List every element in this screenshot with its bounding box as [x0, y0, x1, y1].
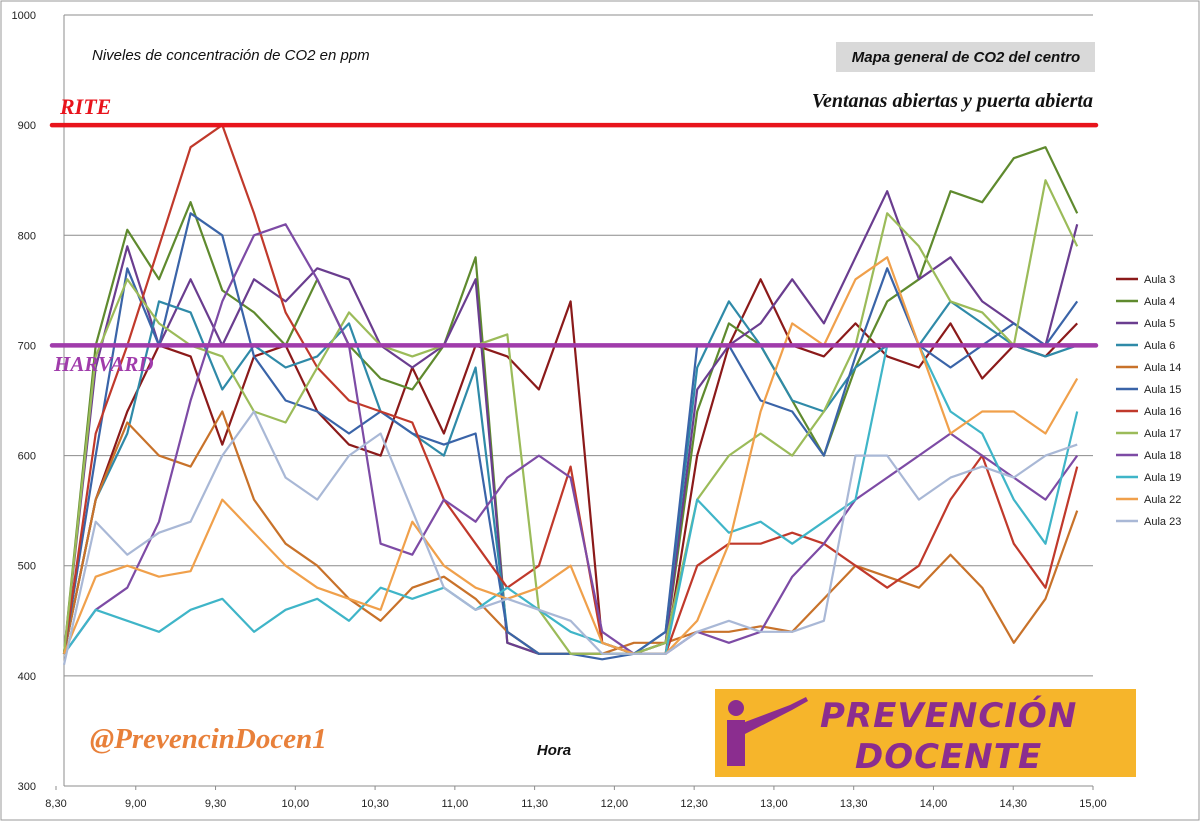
twitter-handle: @PrevencinDocen1 [90, 723, 327, 755]
legend-label: Aula 3 [1144, 274, 1175, 286]
x-tick-label: 9,30 [205, 798, 226, 810]
axes [63, 15, 1093, 787]
y-tick-label: 300 [18, 781, 36, 793]
x-tick-label: 12,30 [680, 798, 708, 810]
y-tick-label: 700 [18, 340, 36, 352]
subtitle-box [836, 42, 1095, 72]
legend-label: Aula 5 [1144, 318, 1175, 330]
legend-label: Aula 16 [1144, 406, 1181, 418]
x-tick-label: 14,30 [999, 798, 1027, 810]
y-tick-label: 500 [18, 561, 36, 573]
condition-label: Ventanas abiertas y puerta abierta [812, 90, 1093, 112]
y-tick-label: 1000 [12, 10, 36, 22]
y-tick-label: 600 [18, 451, 36, 463]
y-tick-label: 900 [18, 120, 36, 132]
prevencion-docente-logo: PREVENCIÓN DOCENTE [715, 689, 1136, 777]
x-axis-label: Hora [537, 742, 571, 759]
legend-label: Aula 4 [1144, 296, 1175, 308]
x-tick-label: 8,30 [45, 798, 66, 810]
chart-subtitle: Mapa general de CO2 del centro [852, 49, 1080, 66]
harvard-label: HARVARD [53, 352, 154, 376]
series-line-aula-17 [62, 179, 1079, 655]
logo-background [715, 689, 1136, 777]
legend-label: Aula 14 [1144, 362, 1181, 374]
x-tick-label: 14,00 [920, 798, 948, 810]
series-line-aula-18 [63, 223, 1079, 655]
legend-label: Aula 15 [1144, 384, 1181, 396]
x-tick-label: 12,00 [601, 798, 629, 810]
series-line-aula-23 [62, 410, 1078, 666]
logo-line-1: PREVENCIÓN [820, 695, 1077, 736]
legend-label: Aula 19 [1144, 472, 1181, 484]
legend-label: Aula 17 [1144, 428, 1181, 440]
series-line-aula-3 [62, 278, 1078, 655]
x-tick-label: 13,00 [760, 798, 788, 810]
chart-title: Niveles de concentración de CO2 en ppm [92, 47, 370, 64]
rite-label: RITE [59, 94, 111, 119]
logo-line-2: DOCENTE [855, 737, 1042, 777]
y-tick-label: 400 [18, 671, 36, 683]
legend-label: Aula 23 [1144, 516, 1181, 528]
x-tick-label: 13,30 [840, 798, 868, 810]
series-line-aula-16 [62, 124, 1079, 655]
reference-lines [49, 122, 1099, 348]
x-tick-label: 9,00 [125, 798, 146, 810]
plot-area: 300 400 500 600 700 800 900 1000 8,30 9,00 9,30 10… [12, 10, 1107, 810]
x-tick-label: 11,30 [521, 798, 548, 810]
legend-label: Aula 18 [1144, 450, 1181, 462]
legend-label: Aula 6 [1144, 340, 1175, 352]
x-tick-label: 10,30 [361, 798, 389, 810]
series-lines [62, 124, 1079, 666]
teacher-pointer-icon [727, 697, 808, 766]
series-line-aula-22 [62, 256, 1079, 655]
x-axis-ticks: 8,30 9,00 9,30 10,00 10,30 11,00 11,30 12,00 12,… [45, 786, 1107, 810]
x-tick-label: 15,00 [1079, 798, 1107, 810]
legend-label: Aula 22 [1144, 494, 1181, 506]
y-tick-label: 800 [18, 230, 36, 242]
x-tick-label: 11,00 [441, 798, 468, 810]
legend: Aula 3 Aula 4 Aula 5 Aula 6 Aula 14 Aula 15 Au… [1116, 274, 1181, 528]
x-tick-label: 10,00 [282, 798, 310, 810]
y-axis-ticks: 300 400 500 600 700 800 900 1000 [12, 10, 36, 793]
